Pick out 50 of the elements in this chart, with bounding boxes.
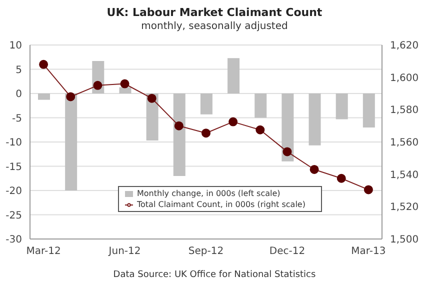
bar [119,87,132,94]
point [120,79,130,88]
x-tick-label: Dec-12 [269,246,306,258]
point [93,80,102,90]
point [282,147,292,156]
point [310,164,319,174]
point [228,117,238,126]
point [66,92,76,102]
source-note: Data Source: UK Office for National Statistics [112,270,317,280]
point [364,185,373,194]
y-tick-label: -15 [6,162,22,173]
point [256,125,265,134]
legend-label: Total Claimant Count, in 000s (right scale) [137,200,306,209]
bar [200,94,212,114]
bar [282,94,294,162]
point [202,128,210,138]
bar [173,94,186,176]
point [147,94,156,103]
y-tick-label: -20 [6,186,22,198]
y-tick-label: 5 [16,64,22,76]
bar [38,94,50,100]
point [39,60,48,69]
bar [228,58,240,94]
bar [65,94,78,190]
y-tick-label: -5 [12,113,22,124]
legend-label: Monthly change, in 000s (left scale) [137,189,280,198]
x-tick-label: Jun-12 [108,246,141,258]
chart-subtitle: monthly, seasonally adjusted [140,21,289,32]
y2-tick-label: 1,500 [390,234,419,246]
y-tick-label: 10 [9,40,22,52]
y-tick-label: -25 [6,210,22,222]
x-tick-label: Mar-13 [351,246,386,258]
x-tick-label: Sep-12 [188,246,224,258]
x-tick-label: Mar-12 [26,246,61,258]
point [174,121,184,130]
chart-title: UK: Labour Market Claimant Count [106,6,324,19]
bar [362,94,375,128]
y-tick-label: -30 [6,234,22,246]
bar [254,94,267,118]
y-tick-label: -10 [6,138,22,149]
y2-tick-label: 1,620 [390,40,419,52]
point [336,174,346,183]
y-tick-label: 0 [16,89,22,100]
y2-tick-label: 1,540 [390,170,419,181]
bar [336,94,348,120]
bar [308,94,321,146]
y2-tick-label: 1,560 [390,138,419,149]
y2-tick-label: 1,580 [390,105,419,116]
y2-tick-label: 1,600 [390,72,419,84]
y2-tick-label: 1,520 [390,202,419,214]
